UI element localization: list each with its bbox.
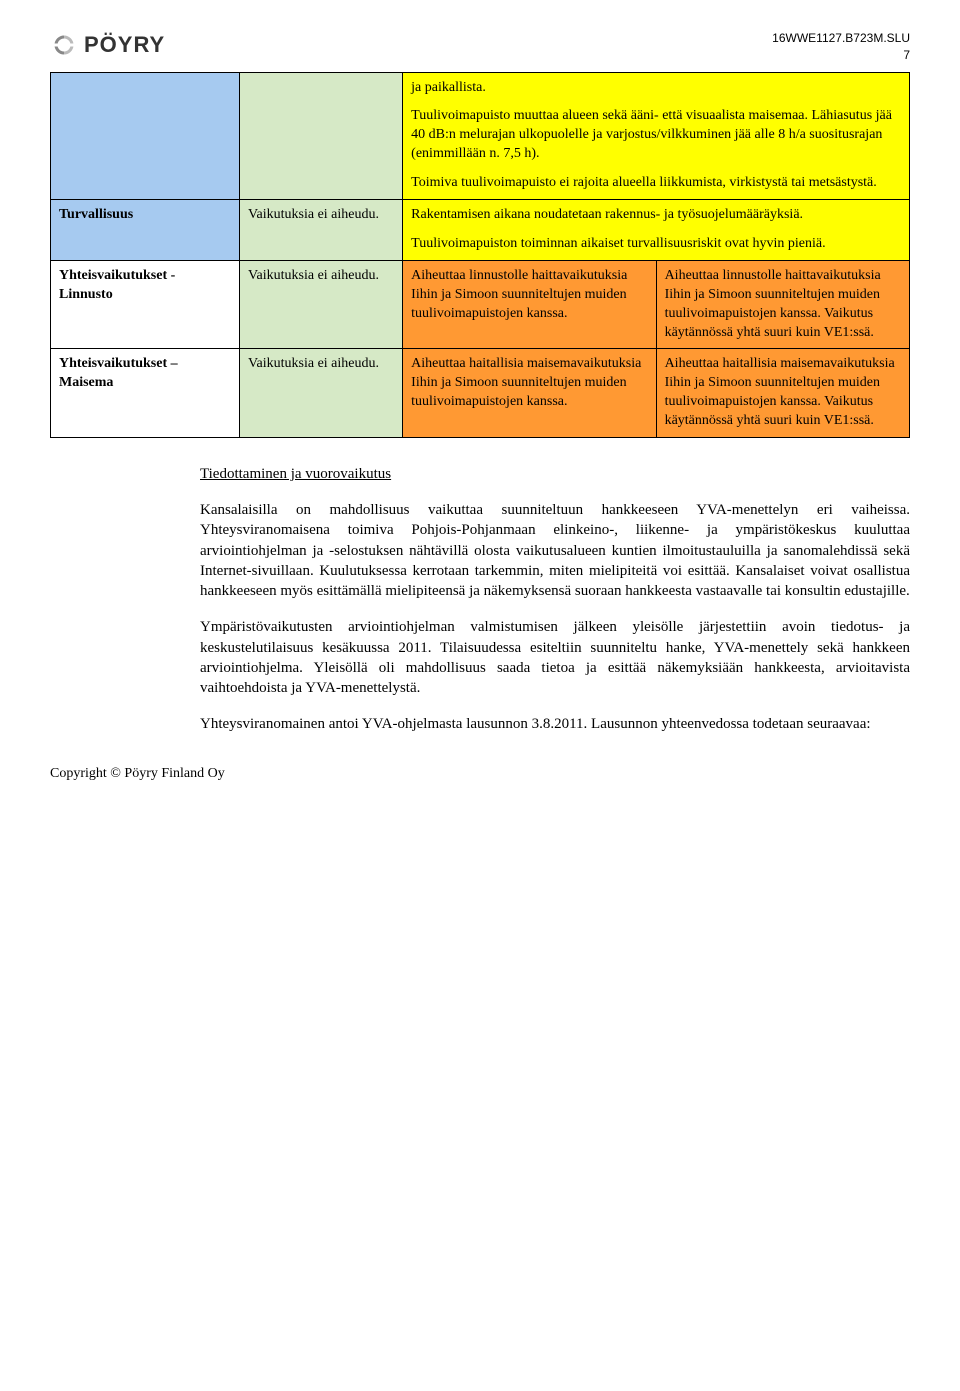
cell-text: ja paikallista. <box>411 79 901 98</box>
cell-label: Yhteisvaikutukset – Maisema <box>59 356 178 390</box>
cell-label: Yhteisvaikutukset - Linnusto <box>59 268 175 302</box>
body-paragraph: Ympäristövaikutusten arviointiohjelman v… <box>200 617 910 698</box>
section-title: Tiedottaminen ja vuorovaikutus <box>200 464 910 484</box>
cell-ve2: Aiheuttaa haitallisia maisemavaikutuksia… <box>656 349 909 438</box>
cell-blank <box>51 72 240 199</box>
copyright: Copyright © Pöyry Finland Oy <box>50 765 910 784</box>
table-row: Turvallisuus Vaikutuksia ei aiheudu. Rak… <box>51 200 910 261</box>
body-content: Tiedottaminen ja vuorovaikutus Kansalais… <box>200 464 910 735</box>
cell-effect: Vaikutuksia ei aiheudu. <box>239 349 402 438</box>
cell-ve2: Aiheuttaa linnustolle haittavaikutuksia … <box>656 260 909 349</box>
cell-category: Turvallisuus <box>51 200 240 261</box>
cell-text: Tuulivoimapuiston toiminnan aikaiset tur… <box>411 235 901 254</box>
logo: PÖYRY <box>50 30 165 60</box>
logo-text: PÖYRY <box>84 30 165 60</box>
impact-table: ja paikallista. Tuulivoimapuisto muuttaa… <box>50 72 910 438</box>
body-paragraph: Yhteysviranomainen antoi YVA-ohjelmasta … <box>200 714 910 734</box>
cell-ve1: Aiheuttaa linnustolle haittavaikutuksia … <box>403 260 656 349</box>
doc-id-code: 16WWE1127.B723M.SLU <box>772 30 910 47</box>
cell-effect: Vaikutuksia ei aiheudu. <box>239 200 402 261</box>
table-row: Yhteisvaikutukset - Linnusto Vaikutuksia… <box>51 260 910 349</box>
page-header: PÖYRY 16WWE1127.B723M.SLU 7 <box>50 30 910 64</box>
cell-text: Tuulivoimapuisto muuttaa alueen sekä ään… <box>411 107 901 164</box>
cell-text: Rakentamisen aikana noudatetaan rakennus… <box>411 206 901 225</box>
cell-label: Turvallisuus <box>59 207 133 222</box>
cell-category: Yhteisvaikutukset - Linnusto <box>51 260 240 349</box>
cell-text: Toimiva tuulivoimapuisto ei rajoita alue… <box>411 174 901 193</box>
table-row: ja paikallista. Tuulivoimapuisto muuttaa… <box>51 72 910 199</box>
body-paragraph: Kansalaisilla on mahdollisuus vaikuttaa … <box>200 500 910 601</box>
cell-blank <box>239 72 402 199</box>
cell-description: ja paikallista. Tuulivoimapuisto muuttaa… <box>403 72 910 199</box>
table-row: Yhteisvaikutukset – Maisema Vaikutuksia … <box>51 349 910 438</box>
poyry-logo-icon <box>50 34 78 56</box>
cell-category: Yhteisvaikutukset – Maisema <box>51 349 240 438</box>
cell-description: Rakentamisen aikana noudatetaan rakennus… <box>403 200 910 261</box>
doc-id: 16WWE1127.B723M.SLU 7 <box>772 30 910 64</box>
page-number: 7 <box>772 47 910 64</box>
cell-effect: Vaikutuksia ei aiheudu. <box>239 260 402 349</box>
cell-ve1: Aiheuttaa haitallisia maisemavaikutuksia… <box>403 349 656 438</box>
